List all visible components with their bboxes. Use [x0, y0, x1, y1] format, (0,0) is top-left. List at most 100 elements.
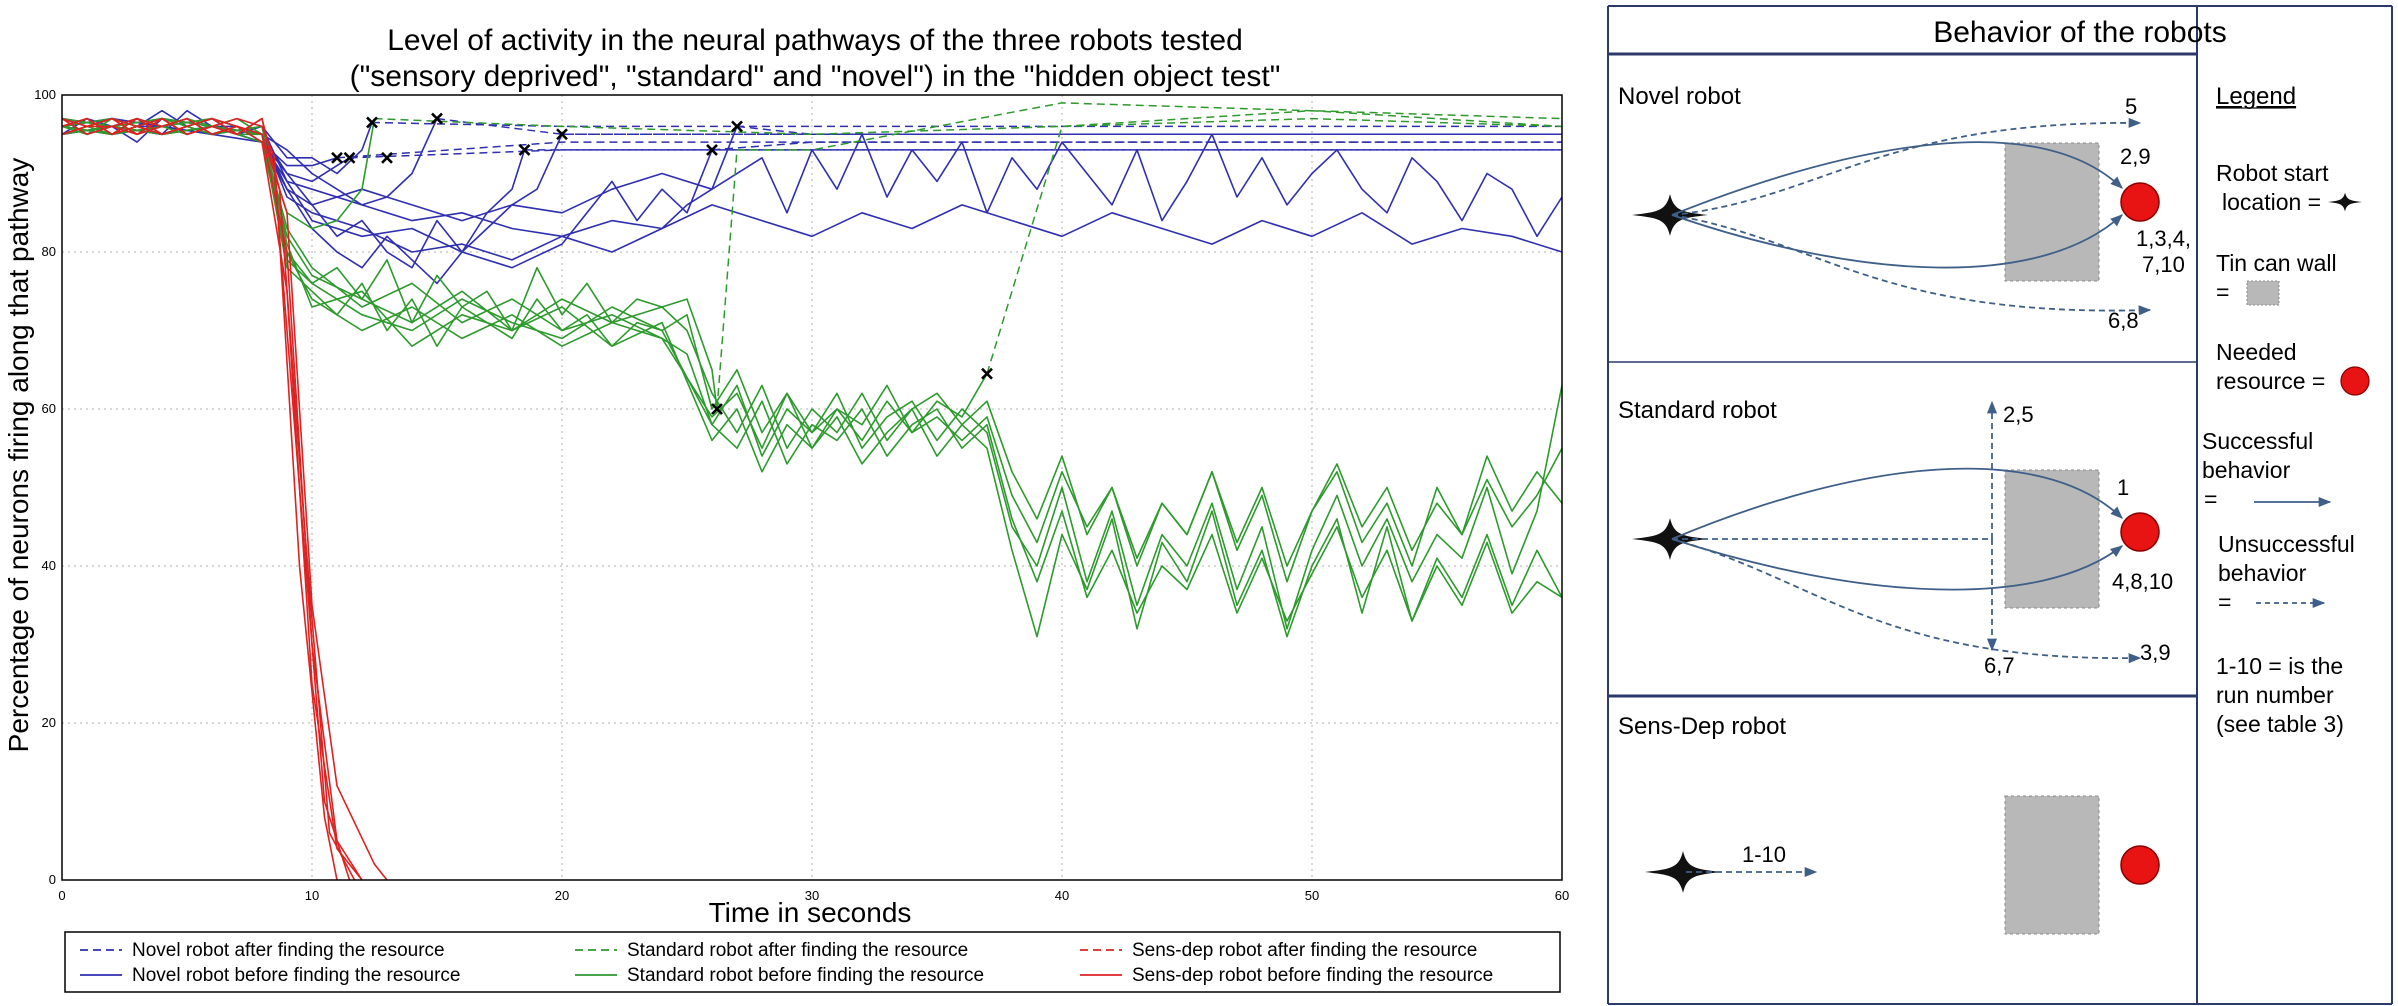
chart-title-line-2: ("sensory deprived", "standard" and "nov… — [350, 60, 1281, 93]
resource-found-marker — [731, 120, 743, 133]
novel-series-after-line-2 — [349, 149, 1562, 159]
y-tick-label: 80 — [42, 244, 56, 259]
resource-found-marker — [711, 403, 723, 415]
resource-found-marker — [331, 151, 343, 164]
x-tick-label: 40 — [1055, 888, 1069, 903]
legend-box — [64, 931, 1561, 993]
standard-series-before-line-14 — [61, 117, 1563, 567]
y-tick-label: 20 — [42, 715, 56, 730]
standard-label-upper: 1 — [2117, 475, 2129, 500]
y-axis-label: Percentage of neurons firing along that … — [3, 158, 34, 753]
legend-success-line-1: Successful — [2202, 428, 2313, 454]
legend-label: Standard robot after finding the resourc… — [627, 940, 968, 961]
novel-path-top — [1671, 117, 2142, 216]
x-tick-label: 10 — [305, 888, 319, 903]
plot-frame — [61, 94, 1563, 881]
novel-robot-title: Novel robot — [1618, 83, 1741, 110]
legend-resource-line-1: Needed — [2216, 339, 2297, 365]
legend-wall-line-1: Tin can wall — [2216, 250, 2337, 276]
chart-series — [61, 102, 1563, 881]
legend-label: Sens-dep robot after finding the resourc… — [1132, 940, 1477, 961]
novel-label-upper: 2,9 — [2120, 144, 2151, 169]
diagram-frame — [1607, 5, 2393, 1005]
novel-path-bottom — [1671, 214, 2152, 316]
resource-found-marker — [343, 151, 356, 164]
novel-series-after-line-8 — [736, 125, 1562, 136]
resource-found-marker — [381, 151, 393, 164]
tin-can-wall — [2004, 142, 2100, 282]
x-tick-label: 20 — [555, 888, 569, 903]
novel-series-after-line-7 — [711, 141, 1562, 151]
novel-path-lower — [1671, 214, 2123, 269]
sensdep-robot-title: Sens-Dep robot — [1618, 713, 1786, 740]
y-tick-label: 60 — [42, 401, 56, 416]
resource-found-marker — [431, 112, 443, 125]
legend-success-line-3: = — [2204, 486, 2217, 512]
legend-label: Novel robot before finding the resource — [132, 965, 460, 986]
legend-wall-swatch — [2246, 280, 2280, 306]
diagram-legend: Legend Robot start location = Tin can wa… — [2202, 83, 2370, 737]
standard-series-before-line-17 — [61, 117, 1563, 638]
x-tick-label: 0 — [58, 888, 65, 903]
novel-path-upper — [1671, 141, 2123, 216]
activity-chart: Level of activity in the neural pathways… — [3, 24, 1569, 993]
legend-runs-line-2: run number — [2216, 682, 2334, 708]
tin-can-wall — [2004, 469, 2100, 609]
legend-label: Novel robot after finding the resource — [132, 940, 445, 961]
resource-found-marker — [518, 144, 531, 156]
legend-resource-swatch — [2340, 366, 2370, 396]
standard-label-up: 2,5 — [2003, 402, 2034, 427]
sensdep-series-before-line-23 — [61, 117, 356, 881]
legend-start-line-2: location = — [2222, 189, 2321, 215]
resource-icon — [2120, 512, 2160, 552]
novel-label-success-b: 7,10 — [2142, 252, 2185, 277]
novel-series-before-line-10 — [61, 125, 1563, 253]
legend-title: Legend — [2216, 83, 2296, 110]
y-tick-label: 0 — [49, 872, 56, 887]
x-tick-label: 60 — [1555, 888, 1569, 903]
standard-robot-section: Standard robot 2,5 1 4,8,10 6,7 3,9 — [1618, 397, 2173, 678]
legend-start-line-1: Robot start — [2216, 160, 2329, 186]
standard-path-right — [1671, 538, 2142, 664]
standard-label-right: 3,9 — [2140, 640, 2171, 665]
standard-path-upper — [1671, 467, 2123, 540]
resource-found-marker — [706, 144, 718, 156]
standard-label-down: 6,7 — [1984, 653, 2015, 678]
y-tick-label: 40 — [42, 558, 56, 573]
y-tick-label: 100 — [34, 87, 56, 102]
diagram-header: Behavior of the robots — [1933, 16, 2227, 49]
standard-robot-title: Standard robot — [1618, 397, 1777, 424]
legend-label: Standard robot before finding the resour… — [627, 965, 984, 986]
tin-can-wall — [2004, 795, 2100, 935]
sensdep-label-runs: 1-10 — [1742, 842, 1786, 867]
legend-runs-line-3: (see table 3) — [2216, 711, 2344, 737]
resource-found-marker — [981, 367, 993, 380]
x-tick-label: 50 — [1305, 888, 1319, 903]
legend-success-line-2: behavior — [2202, 457, 2291, 483]
chart-title: Level of activity in the neural pathways… — [350, 24, 1281, 93]
novel-series-before-line-9 — [61, 117, 1563, 238]
legend-fail-line-1: Unsuccessful — [2218, 531, 2355, 557]
x-axis-label: Time in seconds — [709, 897, 912, 928]
legend-resource-line-2: resource = — [2216, 368, 2325, 394]
standard-series-before-line-18 — [61, 117, 1563, 583]
sensdep-robot-section: Sens-Dep robot 1-10 — [1618, 713, 2160, 935]
axis-ticks: 0 10 20 30 40 50 60 0 20 40 60 80 100 — [34, 87, 1569, 903]
resource-found-marker — [556, 128, 568, 141]
sensdep-series-before-line-24 — [61, 117, 363, 881]
legend-runs-line-1: 1-10 = is the — [2216, 653, 2343, 679]
standard-label-lower: 4,8,10 — [2112, 569, 2173, 594]
novel-label-top: 5 — [2125, 94, 2137, 119]
standard-path-lower — [1671, 538, 2123, 591]
legend-fail-line-3: = — [2218, 589, 2231, 615]
legend-star-icon — [2327, 192, 2363, 212]
legend-wall-line-2: = — [2216, 279, 2229, 305]
resource-icon — [2120, 182, 2160, 222]
resource-found-marker — [366, 116, 378, 129]
novel-robot-section: Novel robot 5 2,9 1,3,4, 7,10 6,8 — [1618, 83, 2191, 333]
standard-series-after-line-11 — [374, 117, 1563, 136]
standard-series-after-line-13 — [986, 109, 1563, 374]
novel-label-success-a: 1,3,4, — [2136, 226, 2191, 251]
x-tick-label: 30 — [805, 888, 819, 903]
